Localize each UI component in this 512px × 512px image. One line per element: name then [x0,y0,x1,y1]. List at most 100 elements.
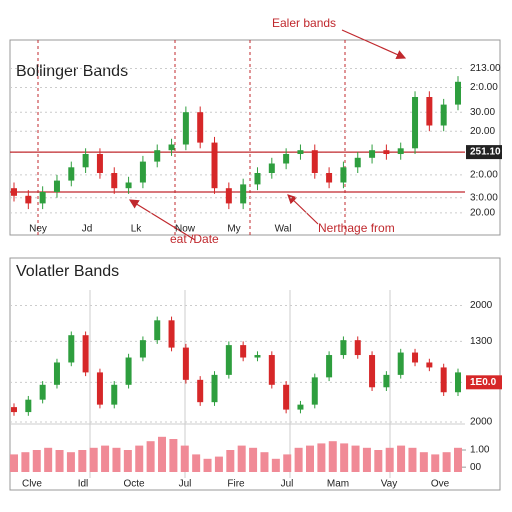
volume-bar [419,452,428,472]
candle-body [211,374,218,403]
candle-body [383,374,390,388]
volume-bar [328,441,337,472]
volume-bar [306,445,314,472]
y-tick-label: 20.00 [470,208,495,219]
tick-highlight [466,375,502,390]
candle-body [53,362,60,385]
candle-body [154,320,161,341]
volume-bar [101,445,110,472]
x-tick-label: Jul [281,479,294,490]
candle-body [383,150,390,154]
y-tick-label: 2:0.00 [470,170,498,181]
y-tick-label: 1300 [470,336,493,347]
volume-bar [271,458,280,472]
volume-bar [237,445,246,472]
candle-body [311,377,318,405]
volume-bar [180,445,189,472]
candle-body [211,142,218,189]
bottom-panel [9,257,501,491]
volume-bar [146,441,155,472]
volume-bar [135,445,144,472]
candle-body [53,180,60,192]
volume-bar [294,447,303,472]
volume-bar [362,447,371,472]
x-tick-label: Fire [227,479,245,490]
candle-body [68,167,75,181]
volume-bar [112,447,121,472]
volume-bar [351,445,360,472]
candle-body [96,372,103,405]
volume-bar [454,447,462,472]
candle-body [397,148,404,154]
candle-body [25,195,32,204]
volume-bar [431,454,440,472]
volume-bar [260,452,269,472]
candle-body [354,340,361,356]
candle-body [96,154,103,173]
candle-body [125,357,132,385]
candle-body [139,340,146,358]
y-tick-label: 1E0.0 [470,377,497,388]
annotation: eat /Date [170,232,219,246]
candle-body [340,167,347,183]
volume-bar [32,450,41,472]
volume-bar [78,450,87,472]
x-tick-label: My [227,224,240,235]
volume-tick-label: 00 [470,462,482,473]
candle-body [39,192,46,204]
candle-body [125,182,132,189]
candle-body [455,81,461,105]
volume-bar [226,450,235,472]
x-tick-label: Lk [131,224,143,235]
x-tick-label: Wal [275,224,292,235]
volume-bar [317,443,326,472]
candle-body [111,384,118,405]
candle-body [240,345,247,358]
candle-body [297,404,304,410]
x-tick-label: Vay [381,479,398,490]
x-tick-label: Clve [22,479,42,490]
x-tick-label: Ney [29,224,47,235]
volume-bar [89,447,98,472]
candle-body [197,112,204,143]
candle-body [412,97,419,149]
event-lines [37,40,346,235]
candle-body [197,379,204,403]
volume-bar [408,447,417,472]
volume-bar [283,454,292,472]
volume-bar [385,447,394,472]
volume-bar [249,447,258,472]
y-tick-label: 251.10 [470,147,501,158]
volume-bar [44,447,53,472]
volume-bar [374,450,383,472]
y-tick-label: 30.00 [470,107,495,118]
candle-body [182,347,189,380]
candle-body [326,355,333,378]
candle-body [254,173,261,185]
candle-body [154,150,161,162]
candle-body [268,163,275,173]
candle-body [168,320,175,348]
candle-body [82,335,89,373]
candle-body [455,372,461,393]
volume-bar [169,439,178,472]
volume-bar [397,445,406,472]
x-tick-label: Idl [78,479,89,490]
annotation: Nerthage from [318,221,395,235]
candle-body [182,112,189,145]
candle-body [311,150,318,173]
x-tick-label: Jul [179,479,192,490]
volume-bar [442,452,451,472]
top-panel [9,39,501,236]
volume-bar [66,452,75,472]
bottom-grid [10,290,465,478]
candle-body [369,150,376,158]
y-tick-label: 213.00 [470,63,501,74]
volume-bar [21,452,30,472]
candle-body [82,154,89,168]
y-tick-label: 2:0.00 [470,82,498,93]
y-tick-label: 3:0.00 [470,192,498,203]
volume-bar [340,443,349,472]
candle-body [225,345,232,375]
